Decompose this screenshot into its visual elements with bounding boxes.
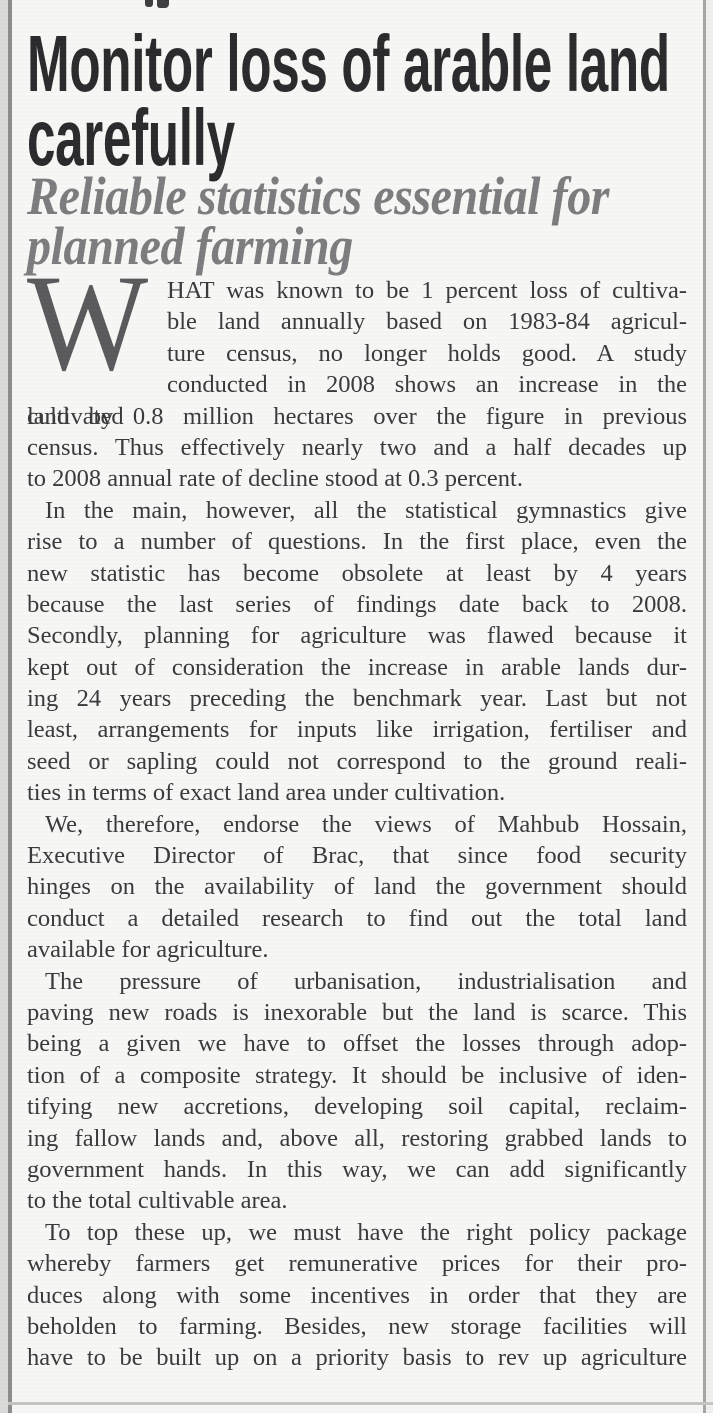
body-line: HAT was known to be 1 percent loss of cu… — [167, 277, 687, 304]
body-line: have to be built up on a priority basis … — [27, 1344, 687, 1372]
body-line: Executive Director of Brac, that since f… — [27, 842, 687, 870]
body-line: census. Thus effectively nearly two and … — [27, 433, 687, 461]
article-body: W HAT was known to be 1 percent loss of c… — [27, 246, 687, 1374]
headline-line-2: carefully — [27, 93, 687, 182]
body-line: land by 0.8 million hectares over the fi… — [27, 402, 687, 430]
artifact-fragment — [145, 0, 153, 7]
body-line: ble land annually based on 1983-84 agric… — [167, 308, 687, 336]
body-line: tion of a composite strategy. It should … — [27, 1061, 687, 1089]
body-line: Secondly, planning for agriculture was f… — [27, 622, 687, 650]
paragraph: The pressure of urbanisation, industrial… — [27, 966, 687, 1217]
headline-text-1: Monitor loss of arable land — [27, 19, 670, 108]
paragraph: We, therefore, endorse the views of Mahb… — [27, 809, 687, 966]
drop-cap: W — [27, 246, 161, 399]
body-line: ing 24 years preceding the benchmark yea… — [27, 685, 687, 713]
body-line: conducted in 2008 shows an increase in t… — [27, 371, 687, 430]
subheadline-line-1: Reliable statistics essential for — [27, 166, 687, 226]
body-line: We, therefore, endorse the views of Mahb… — [45, 810, 687, 838]
paragraph: To top these up, we must have the right … — [27, 1217, 687, 1374]
cropped-text-artifact — [145, 0, 169, 8]
subheadline-text-1: Reliable statistics essential for — [27, 166, 610, 226]
body-line: ties in terms of exact land area under c… — [27, 779, 506, 807]
drop-cap-letter: W — [27, 246, 149, 399]
body-line: kept out of consideration the increase i… — [27, 653, 687, 681]
body-line: hinges on the availability of land the g… — [27, 873, 687, 901]
artifact-fragment — [157, 0, 169, 8]
body-line: tifying new accretions, developing soil … — [27, 1093, 687, 1121]
body-line: The pressure of urbanisation, industrial… — [45, 967, 687, 995]
body-line: ing fallow lands and, above all, restori… — [27, 1124, 687, 1152]
body-line: In the main, however, all the statistica… — [45, 496, 687, 524]
headline-line-1: Monitor loss of arable land — [27, 19, 687, 108]
body-line: beholden to farming. Besides, new storag… — [27, 1312, 687, 1340]
paragraph: In the main, however, all the statistica… — [27, 495, 687, 809]
body-line: because the last series of findings date… — [27, 590, 687, 618]
body-line: available for agriculture. — [27, 936, 269, 964]
body-line: duces along with some incentives in orde… — [27, 1281, 687, 1309]
body-line: conduct a detailed research to find out … — [27, 904, 687, 932]
subheadline-line-2: planned farming — [27, 216, 687, 276]
right-column-rule — [703, 0, 706, 1413]
bottom-rule — [8, 1402, 713, 1405]
body-line: To top these up, we must have the right … — [45, 1218, 687, 1246]
body-line: to 2008 annual rate of decline stood at … — [27, 465, 523, 493]
body-line: government hands. In this way, we can ad… — [27, 1155, 687, 1183]
body-line: paving new roads is inexorable but the l… — [27, 998, 687, 1026]
body-line: seed or sapling could not correspond to … — [27, 747, 687, 775]
left-column-rule — [8, 0, 12, 1413]
right-edge-strip — [706, 0, 713, 1413]
body-line: whereby farmers get remunerative prices … — [27, 1250, 687, 1278]
subheadline-text-2: planned farming — [27, 216, 353, 276]
left-edge-strip — [0, 0, 8, 1413]
article-headline: Monitor loss of arable land carefully — [27, 19, 687, 182]
body-line: least, arrangements for inputs like irri… — [27, 716, 687, 744]
paragraph: W HAT was known to be 1 percent loss of c… — [27, 246, 687, 495]
body-line: new statistic has become obsolete at lea… — [27, 559, 687, 587]
article-subheadline: Reliable statistics essential for planne… — [27, 166, 687, 276]
headline-text-2: carefully — [27, 93, 235, 182]
body-line: rise to a number of questions. In the fi… — [27, 528, 687, 556]
body-line: being a given we have to offset the loss… — [27, 1030, 687, 1058]
body-line: ture census, no longer holds good. A stu… — [167, 339, 687, 367]
editorial-article: Monitor loss of arable land carefully Re… — [27, 19, 687, 1374]
body-line: to the total cultivable area. — [27, 1187, 288, 1215]
